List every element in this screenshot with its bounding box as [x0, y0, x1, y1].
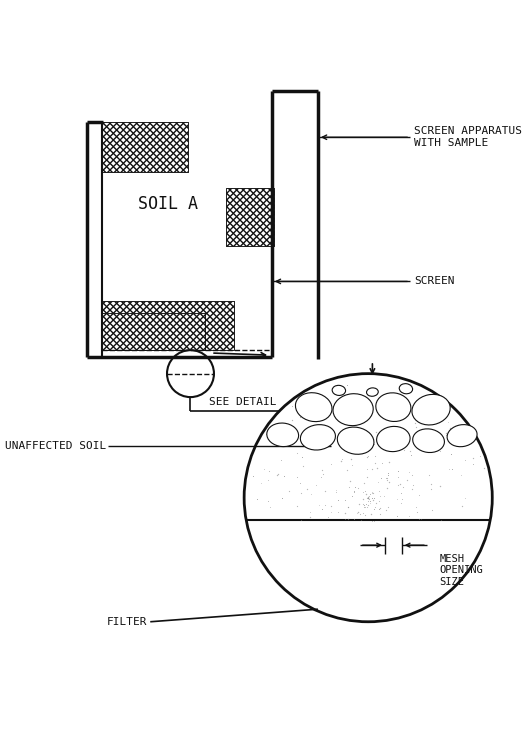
Text: SCREEN APPARATUS
WITH SAMPLE: SCREEN APPARATUS WITH SAMPLE	[414, 126, 523, 148]
Bar	[101, 122, 188, 172]
Text: FILTER: FILTER	[107, 616, 147, 627]
Bar	[101, 301, 234, 350]
Ellipse shape	[412, 394, 450, 425]
Bar	[226, 188, 275, 246]
Ellipse shape	[333, 394, 373, 426]
Circle shape	[244, 374, 492, 622]
Text: UNAFFECTED SOIL: UNAFFECTED SOIL	[5, 441, 107, 451]
Ellipse shape	[295, 393, 332, 421]
Bar	[226, 188, 275, 246]
Ellipse shape	[267, 423, 298, 446]
Ellipse shape	[337, 427, 374, 454]
Ellipse shape	[301, 424, 336, 450]
Bar	[101, 122, 188, 172]
Ellipse shape	[447, 424, 477, 446]
Ellipse shape	[399, 383, 413, 394]
Text: SEE DETAIL: SEE DETAIL	[209, 397, 276, 407]
Ellipse shape	[332, 386, 346, 395]
Ellipse shape	[413, 429, 444, 452]
Bar	[101, 301, 234, 350]
Text: MESH
OPENING
SIZE: MESH OPENING SIZE	[440, 553, 483, 586]
Text: SOIL A: SOIL A	[138, 195, 198, 213]
Ellipse shape	[366, 388, 378, 397]
Bar	[226, 188, 275, 246]
Ellipse shape	[376, 427, 410, 452]
Bar	[101, 301, 234, 350]
Ellipse shape	[376, 393, 411, 421]
Bar	[101, 122, 188, 172]
Bar	[101, 313, 205, 350]
Text: SCREEN: SCREEN	[414, 276, 455, 287]
Bar	[101, 313, 205, 350]
Bar	[101, 313, 205, 350]
